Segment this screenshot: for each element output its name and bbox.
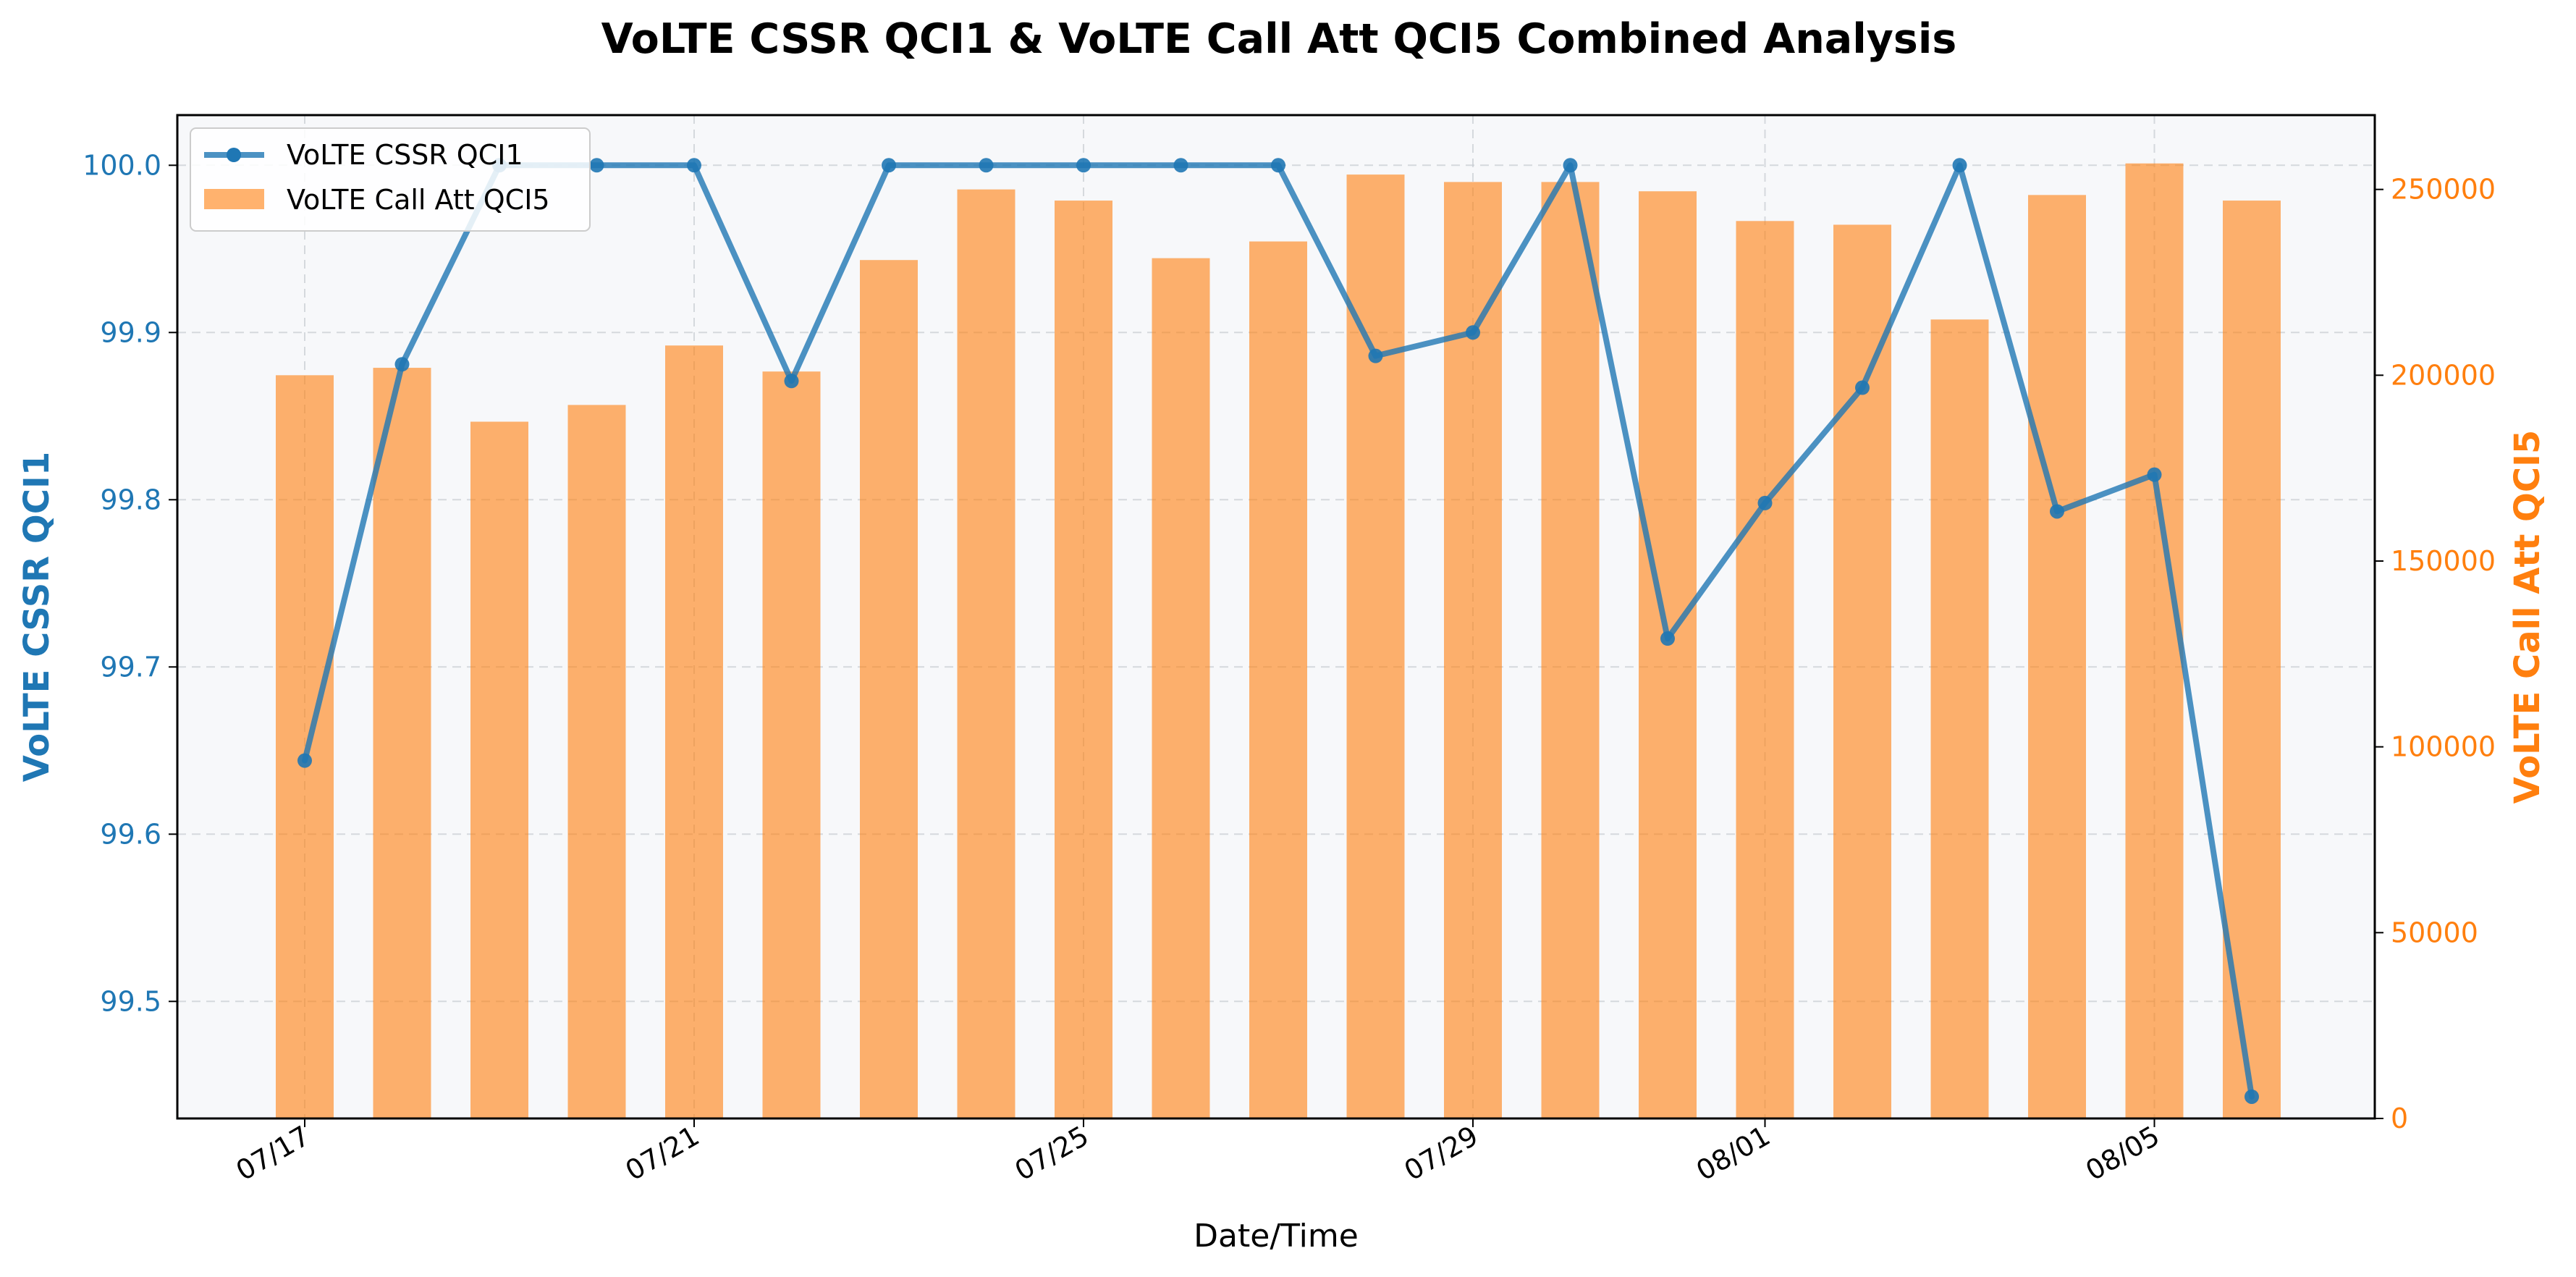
bar — [2125, 163, 2184, 1118]
line-point — [687, 158, 701, 173]
line-point — [394, 357, 410, 372]
bar — [2028, 195, 2086, 1118]
legend-line-marker — [227, 148, 241, 162]
bar — [1833, 224, 1891, 1118]
bar — [762, 371, 821, 1119]
line-point — [882, 158, 896, 173]
bar — [1055, 201, 1112, 1119]
left-tick-label: 99.9 — [100, 316, 161, 348]
left-tick-label: 99.5 — [100, 985, 161, 1017]
line-point — [589, 158, 604, 173]
bar — [373, 368, 431, 1119]
line-point — [1368, 348, 1383, 363]
bar — [1444, 182, 1502, 1118]
right-tick-label: 0 — [2391, 1103, 2408, 1134]
left-axis-ticks: 99.5 99.6 99.7 99.8 99.9 100.0 — [83, 149, 177, 1017]
left-tick-label: 99.6 — [100, 818, 161, 850]
right-axis-ticks: 0 50000 100000 150000 200000 250000 — [2375, 174, 2496, 1134]
line-point — [1660, 631, 1675, 646]
line-point — [1855, 380, 1870, 395]
line-point — [2050, 504, 2064, 519]
line-point — [1952, 158, 1967, 173]
x-axis-label: Date/Time — [1194, 1218, 1359, 1255]
line-point — [979, 158, 994, 173]
y-axis-label-left: VoLTE CSSR QCI1 — [17, 452, 57, 782]
line-point — [784, 374, 799, 389]
right-tick-label: 50000 — [2391, 916, 2478, 948]
bar — [1541, 182, 1600, 1118]
line-point — [1757, 495, 1773, 510]
x-tick-label: 08/01 — [1691, 1120, 1775, 1187]
line-point — [2245, 1089, 2259, 1104]
bar — [1249, 241, 1307, 1118]
line-point — [297, 753, 312, 768]
legend-bar-swatch — [204, 189, 264, 209]
bar — [1930, 319, 1989, 1118]
left-tick-label: 99.7 — [100, 651, 161, 683]
right-tick-label: 250000 — [2391, 174, 2496, 206]
bar — [1639, 191, 1697, 1118]
x-tick-label: 07/21 — [620, 1120, 705, 1187]
bar — [567, 405, 626, 1118]
bar — [665, 345, 723, 1119]
legend-box — [190, 127, 591, 232]
x-axis-ticks: 07/17 07/21 07/25 07/29 08/01 08/05 — [231, 1118, 2165, 1187]
bars — [276, 163, 2281, 1119]
bar — [1346, 174, 1405, 1119]
line-point — [2147, 467, 2162, 482]
x-tick-label: 07/17 — [231, 1120, 316, 1187]
line-series — [297, 158, 2259, 1104]
x-tick-label: 07/29 — [1399, 1120, 1484, 1187]
bar — [957, 189, 1015, 1119]
bar — [470, 421, 528, 1118]
x-tick-label: 07/25 — [1010, 1120, 1094, 1187]
line-point — [1076, 158, 1091, 173]
x-tick-label: 08/05 — [2080, 1120, 2165, 1187]
right-tick-label: 100000 — [2391, 731, 2496, 763]
right-tick-label: 150000 — [2391, 545, 2496, 577]
legend-label-cssr: VoLTE CSSR QCI1 — [287, 139, 523, 171]
line-point — [1173, 158, 1188, 173]
left-tick-label: 100.0 — [83, 149, 161, 181]
y-axis-label-right: VoLTE Call Att QCI5 — [2507, 430, 2548, 804]
plot-frame — [176, 114, 2376, 1120]
bar — [276, 375, 334, 1119]
line-point — [1563, 158, 1578, 173]
legend: VoLTE CSSR QCI1 VoLTE Call Att QCI5 — [190, 127, 591, 232]
chart-title: VoLTE CSSR QCI1 & VoLTE Call Att QCI5 Co… — [601, 15, 1957, 63]
right-tick-label: 200000 — [2391, 359, 2496, 391]
line-point — [1271, 158, 1285, 173]
bar — [860, 260, 918, 1119]
line-point — [1466, 325, 1480, 340]
bar — [1736, 221, 1794, 1118]
bar — [1152, 258, 1210, 1119]
left-tick-label: 99.8 — [100, 484, 161, 515]
legend-label-call-att: VoLTE Call Att QCI5 — [287, 184, 550, 216]
